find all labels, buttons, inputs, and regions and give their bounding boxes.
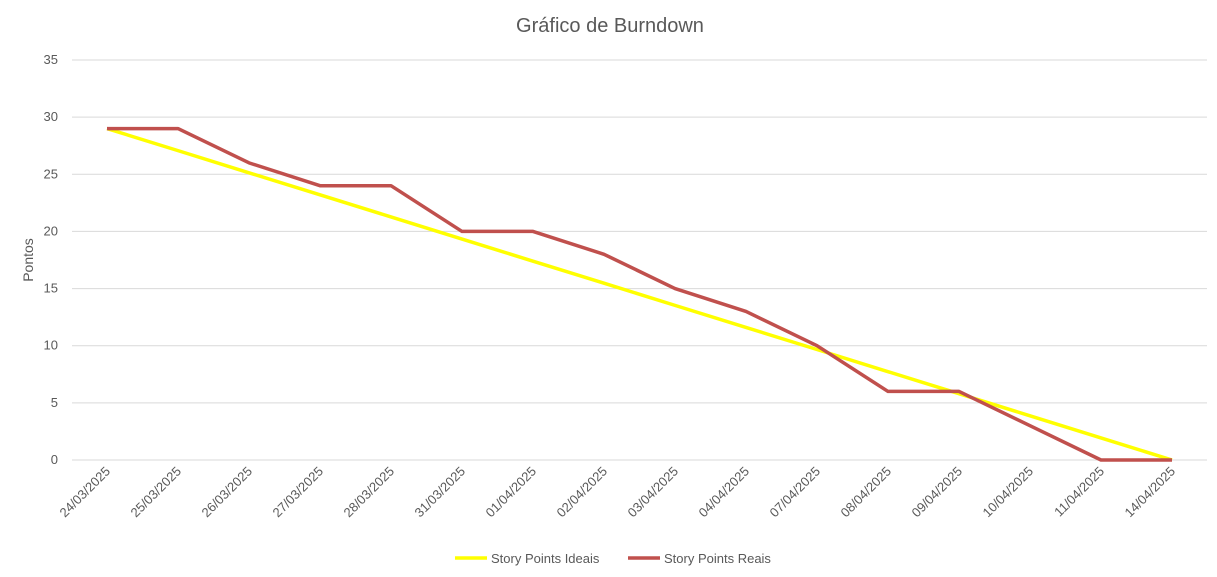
chart-title: Gráfico de Burndown — [516, 15, 704, 37]
legend-label: Story Points Reais — [664, 551, 771, 566]
series-line-actual — [107, 126, 1172, 462]
y-tick-label: 0 — [51, 452, 58, 467]
x-tick-label: 25/03/2025 — [127, 464, 184, 521]
x-tick-label: 26/03/2025 — [198, 464, 255, 521]
x-tick-label: 08/04/2025 — [837, 464, 894, 521]
y-tick-labels: 0 5 10 15 20 25 30 35 — [44, 52, 58, 467]
x-tick-label: 09/04/2025 — [908, 464, 965, 521]
x-tick-label: 27/03/2025 — [269, 464, 326, 521]
y-tick-label: 10 — [44, 338, 58, 353]
legend: Story Points Ideais Story Points Reais — [455, 551, 771, 566]
x-tick-label: 11/04/2025 — [1051, 464, 1107, 520]
y-tick-label: 35 — [44, 52, 58, 67]
x-tick-label: 31/03/2025 — [411, 464, 468, 521]
y-tick-label: 5 — [51, 395, 58, 410]
x-tick-label: 14/04/2025 — [1121, 464, 1178, 521]
x-tick-label: 10/04/2025 — [979, 464, 1036, 521]
legend-label: Story Points Ideais — [491, 551, 600, 566]
y-tick-label: 25 — [44, 166, 58, 181]
y-tick-label: 15 — [44, 281, 58, 296]
x-tick-label: 24/03/2025 — [56, 464, 113, 521]
y-axis-label: Pontos — [20, 238, 36, 282]
series-lines — [106, 126, 1173, 462]
x-tick-label: 04/04/2025 — [695, 464, 752, 521]
gridlines — [72, 59, 1207, 461]
x-tick-labels: 24/03/2025 25/03/2025 26/03/2025 27/03/2025… — [56, 464, 1178, 521]
x-tick-label: 28/03/2025 — [340, 464, 397, 521]
x-tick-label: 02/04/2025 — [553, 464, 610, 521]
x-tick-label: 03/04/2025 — [624, 464, 681, 521]
series-line-ideal — [106, 126, 1173, 462]
x-tick-label: 07/04/2025 — [766, 464, 823, 521]
x-tick-label: 01/04/2025 — [482, 464, 539, 521]
y-tick-label: 20 — [44, 223, 58, 238]
y-tick-label: 30 — [44, 109, 58, 124]
